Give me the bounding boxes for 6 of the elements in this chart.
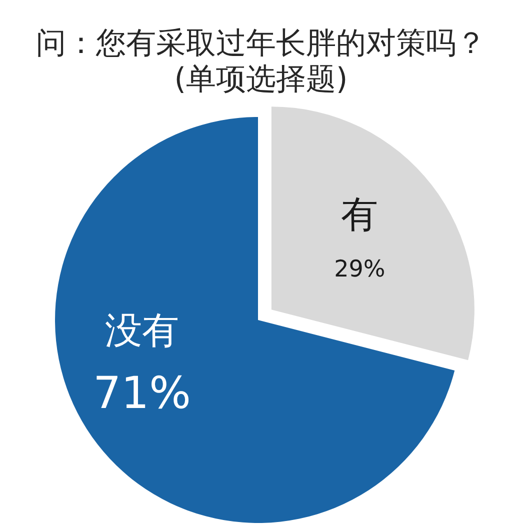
slice-label: 没有 <box>104 309 179 352</box>
chart-title: 问：您有采取过年长胖的对策吗？ <box>36 26 486 61</box>
data-label: 29% <box>334 256 386 282</box>
slice-label: 有 <box>341 193 378 236</box>
chart-subtitle: (单项选择题) <box>174 62 348 97</box>
data-label: 71% <box>93 368 191 420</box>
